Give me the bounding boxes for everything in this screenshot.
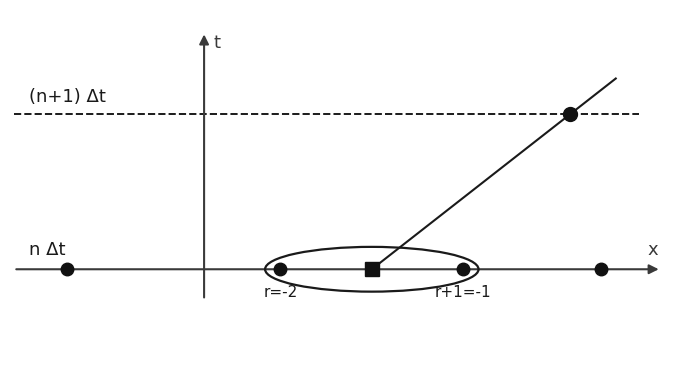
Text: x: x xyxy=(647,241,657,259)
Text: (n+1) Δt: (n+1) Δt xyxy=(29,88,105,105)
Text: t: t xyxy=(213,34,220,52)
Text: r+1=-1: r+1=-1 xyxy=(435,285,491,300)
Text: n Δt: n Δt xyxy=(29,241,65,259)
Text: r=-2: r=-2 xyxy=(263,285,298,300)
